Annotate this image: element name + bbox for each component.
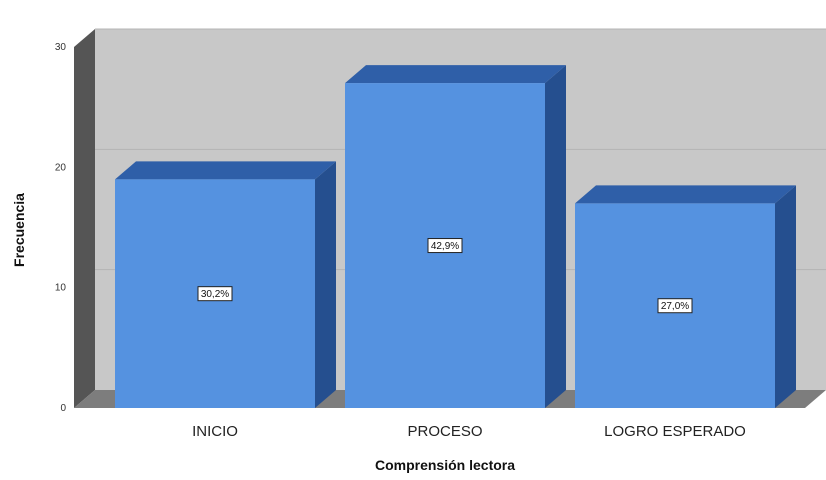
y-tick-label: 30 bbox=[55, 42, 67, 53]
data-labels: 30,2% 42,9% 27,0% bbox=[197, 238, 693, 314]
y-tick-label: 20 bbox=[55, 162, 67, 173]
y-tick-label: 0 bbox=[60, 403, 66, 414]
x-tick-label: LOGRO ESPERADO bbox=[604, 423, 746, 440]
bar-side bbox=[545, 65, 566, 408]
bar-top bbox=[575, 185, 796, 204]
data-label: 30,2% bbox=[201, 289, 229, 300]
y-tick-label: 10 bbox=[55, 283, 67, 294]
side-wall bbox=[74, 29, 95, 408]
bar-top bbox=[115, 161, 336, 180]
data-label: 42,9% bbox=[431, 241, 459, 252]
x-tick-label: INICIO bbox=[192, 423, 238, 440]
x-axis-ticks: INICIO PROCESO LOGRO ESPERADO bbox=[192, 423, 746, 440]
data-label-box bbox=[427, 238, 463, 254]
x-tick-label: PROCESO bbox=[407, 423, 482, 440]
y-axis-ticks: 0 10 20 30 bbox=[55, 42, 67, 414]
data-label: 27,0% bbox=[661, 301, 689, 312]
bar-top bbox=[345, 65, 566, 84]
y-axis-title: Frecuencia bbox=[11, 193, 27, 267]
data-label-box bbox=[657, 298, 693, 314]
bar-side bbox=[775, 185, 796, 408]
bar-side bbox=[315, 161, 336, 408]
x-axis-title: Comprensión lectora bbox=[375, 457, 515, 473]
data-label-box bbox=[197, 286, 233, 302]
